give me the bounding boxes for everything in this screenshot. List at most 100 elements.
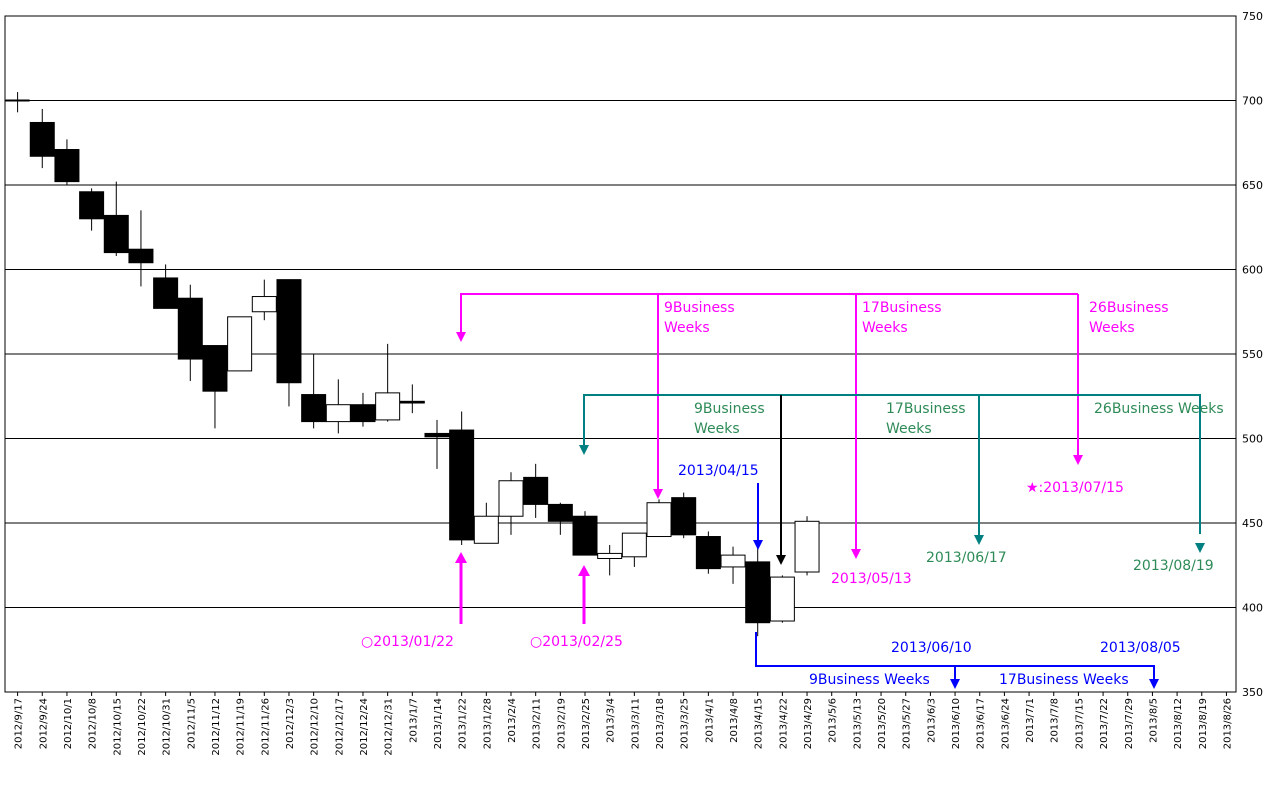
candle [473, 502, 499, 544]
blue-downhead-0415 [753, 540, 763, 550]
y-tick-label: 350 [1242, 686, 1263, 699]
teal-9-label: 9Business [694, 401, 765, 417]
candles [5, 92, 820, 637]
x-tick-label: 2013/4/22 [778, 698, 789, 749]
candle-body [473, 515, 499, 544]
candle-body [54, 149, 80, 183]
x-tick-label: 2013/1/14 [433, 698, 444, 749]
candle [128, 210, 154, 287]
x-tick-label: 2012/12/3 [285, 698, 296, 749]
candle-body [128, 248, 154, 264]
candle-body [103, 214, 129, 254]
candle-body [621, 532, 647, 558]
date-label-0415: 2013/04/15 [678, 463, 759, 479]
candle [646, 499, 672, 538]
candle-body [498, 480, 524, 517]
magenta-uphead-0122 [455, 552, 467, 563]
x-tick-label: 2012/11/19 [236, 698, 247, 756]
magenta-arrowhead-17 [851, 549, 861, 559]
date-label-0225: ○2013/02/25 [530, 634, 623, 650]
x-tick-label: 2012/11/26 [260, 698, 271, 756]
candle-body [547, 503, 573, 522]
candle [301, 354, 327, 429]
candle [54, 139, 80, 185]
x-tick-label: 2013/3/18 [655, 698, 666, 749]
teal-arrowhead-17 [974, 535, 984, 545]
candle [399, 384, 425, 414]
candle-body [449, 429, 475, 541]
candle [745, 541, 771, 637]
candle [29, 108, 55, 169]
candle [375, 343, 401, 422]
magenta-17-label: 17Business [862, 300, 942, 316]
candle [276, 279, 302, 407]
y-tick-label: 650 [1242, 179, 1263, 192]
date-label-0819: 2013/08/19 [1133, 558, 1214, 574]
x-tick-label: 2013/2/11 [532, 698, 543, 749]
candle-body [695, 536, 721, 570]
candle [572, 511, 598, 556]
x-tick-label: 2013/4/1 [704, 698, 715, 743]
candle [350, 392, 376, 427]
x-tick-label: 2013/6/17 [976, 698, 987, 749]
blue-annotations: 2013/04/15 2013/06/10 2013/08/05 9Busine… [678, 463, 1181, 689]
x-tick-label: 2013/3/11 [630, 698, 641, 749]
magenta-arrowhead-9 [653, 489, 663, 499]
candle-body [769, 576, 795, 622]
x-tick-label: 2013/7/8 [1050, 698, 1061, 743]
x-tick-label: 2013/6/24 [1000, 698, 1011, 749]
candle-body [276, 279, 302, 384]
x-tick-label: 2012/10/8 [88, 698, 99, 749]
candle-body [79, 191, 105, 220]
candle [547, 502, 573, 535]
candle-body [375, 392, 401, 421]
x-tick-label: 2013/4/15 [754, 698, 765, 749]
candle-body [794, 520, 820, 573]
candle-body [153, 277, 179, 309]
y-axis: 350 400 450 500 550 600 650 700 750 [1242, 10, 1263, 699]
date-label-0805: 2013/08/05 [1100, 640, 1181, 656]
x-tick-label: 2013/6/10 [951, 698, 962, 749]
x-tick-label: 2012/11/12 [211, 698, 222, 756]
magenta-26-label: 26Business [1089, 300, 1169, 316]
blue-9-label: 9Business Weeks [809, 672, 930, 688]
candle [695, 531, 721, 574]
candle-body [745, 561, 771, 624]
candle [671, 492, 697, 539]
y-tick-label: 700 [1242, 95, 1263, 108]
x-tick-label: 2013/3/4 [606, 698, 617, 743]
candle [251, 279, 277, 321]
x-tick-label: 2012/9/17 [14, 698, 25, 749]
x-tick-label: 2012/12/24 [359, 698, 370, 756]
date-label-0610: 2013/06/10 [891, 640, 972, 656]
x-tick-label: 2013/8/12 [1173, 698, 1184, 749]
blue-arrowhead-9 [950, 679, 960, 689]
candle-body [227, 316, 253, 372]
x-tick-label: 2013/4/29 [803, 698, 814, 749]
candle-body [720, 554, 746, 568]
y-tick-label: 600 [1242, 264, 1263, 277]
teal-bracket [583, 394, 1201, 534]
magenta-bracket [460, 293, 1078, 334]
magenta-arrowhead-0122-top [456, 332, 466, 342]
x-tick-label: 2012/12/17 [334, 698, 345, 756]
candle-body [399, 400, 425, 404]
x-tick-label: 2013/2/25 [581, 698, 592, 749]
x-tick-label: 2013/3/25 [680, 698, 691, 749]
candle [621, 532, 647, 567]
teal-17-label: 17Business [886, 401, 966, 417]
x-tick-label: 2013/7/1 [1025, 698, 1036, 743]
magenta-9-label: 9Business [664, 300, 735, 316]
magenta-17-label-2: Weeks [862, 320, 908, 336]
x-tick-label: 2013/4/8 [729, 698, 740, 743]
x-axis: 2012/9/17 2012/9/24 2012/10/1 2012/10/8 2012… [14, 692, 1233, 756]
x-tick-label: 2013/8/26 [1222, 698, 1233, 749]
teal-arrowhead-26 [1195, 543, 1205, 553]
candle-body [523, 476, 549, 505]
date-label-0513: 2013/05/13 [831, 571, 912, 587]
candle [794, 516, 820, 576]
x-tick-label: 2013/7/29 [1124, 698, 1135, 749]
magenta-annotations: 9Business Weeks 17Business Weeks 26Busin… [361, 293, 1169, 650]
x-tick-label: 2013/6/3 [926, 698, 937, 743]
